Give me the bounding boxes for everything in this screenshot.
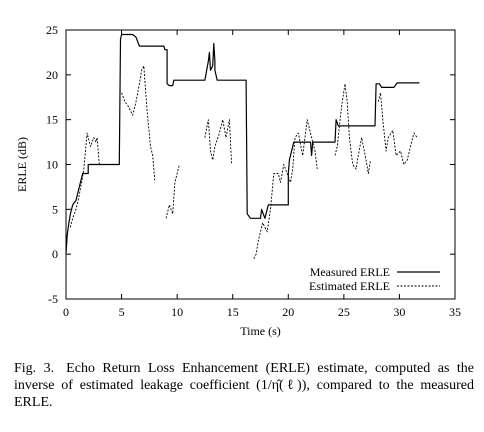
x-tick-label: 5 bbox=[119, 305, 125, 319]
measured-erle-line-0 bbox=[65, 33, 420, 255]
estimated-erle-line-2 bbox=[165, 164, 180, 219]
plot-frame bbox=[65, 29, 456, 300]
estimated-erle-line-0 bbox=[69, 132, 100, 228]
estimated-erle-line-5 bbox=[334, 83, 371, 174]
x-tick-label: 35 bbox=[449, 305, 461, 319]
legend-label: Estimated ERLE bbox=[309, 279, 390, 293]
figure-caption-text: Echo Return Loss Enhancement (ERLE) esti… bbox=[14, 361, 474, 410]
figure-caption: Fig. 3. Echo Return Loss Enhancement (ERL… bbox=[14, 360, 474, 411]
x-tick-label: 20 bbox=[282, 305, 294, 319]
x-tick-label: 10 bbox=[171, 305, 183, 319]
x-tick-label: 0 bbox=[63, 305, 69, 319]
y-tick-label: 0 bbox=[52, 247, 58, 261]
y-tick-label: 25 bbox=[46, 23, 58, 37]
y-tick-label: 20 bbox=[46, 68, 58, 82]
x-tick-label: 15 bbox=[227, 305, 239, 319]
y-tick-label: 10 bbox=[46, 158, 58, 172]
legend-label: Measured ERLE bbox=[310, 265, 390, 279]
estimated-erle-line-3 bbox=[204, 119, 233, 165]
estimated-erle-line-1 bbox=[121, 65, 156, 183]
figure-caption-label: Fig. 3. bbox=[14, 361, 55, 376]
x-tick-label: 25 bbox=[338, 305, 350, 319]
y-axis-label: ERLE (dB) bbox=[15, 137, 29, 192]
y-tick-label: 15 bbox=[46, 113, 58, 127]
x-tick-label: 30 bbox=[393, 305, 405, 319]
estimated-erle-line-6 bbox=[377, 92, 418, 165]
x-axis-label: Time (s) bbox=[240, 324, 281, 338]
estimated-erle-line-4 bbox=[253, 119, 318, 259]
erle-chart: 0 5 10 15 20 25 30 35 -5 0 5 10 15 20 25 Time (s) ERLE (… bbox=[15, 23, 461, 338]
y-tick-label: -5 bbox=[48, 292, 58, 306]
y-tick-label: 5 bbox=[52, 202, 58, 216]
